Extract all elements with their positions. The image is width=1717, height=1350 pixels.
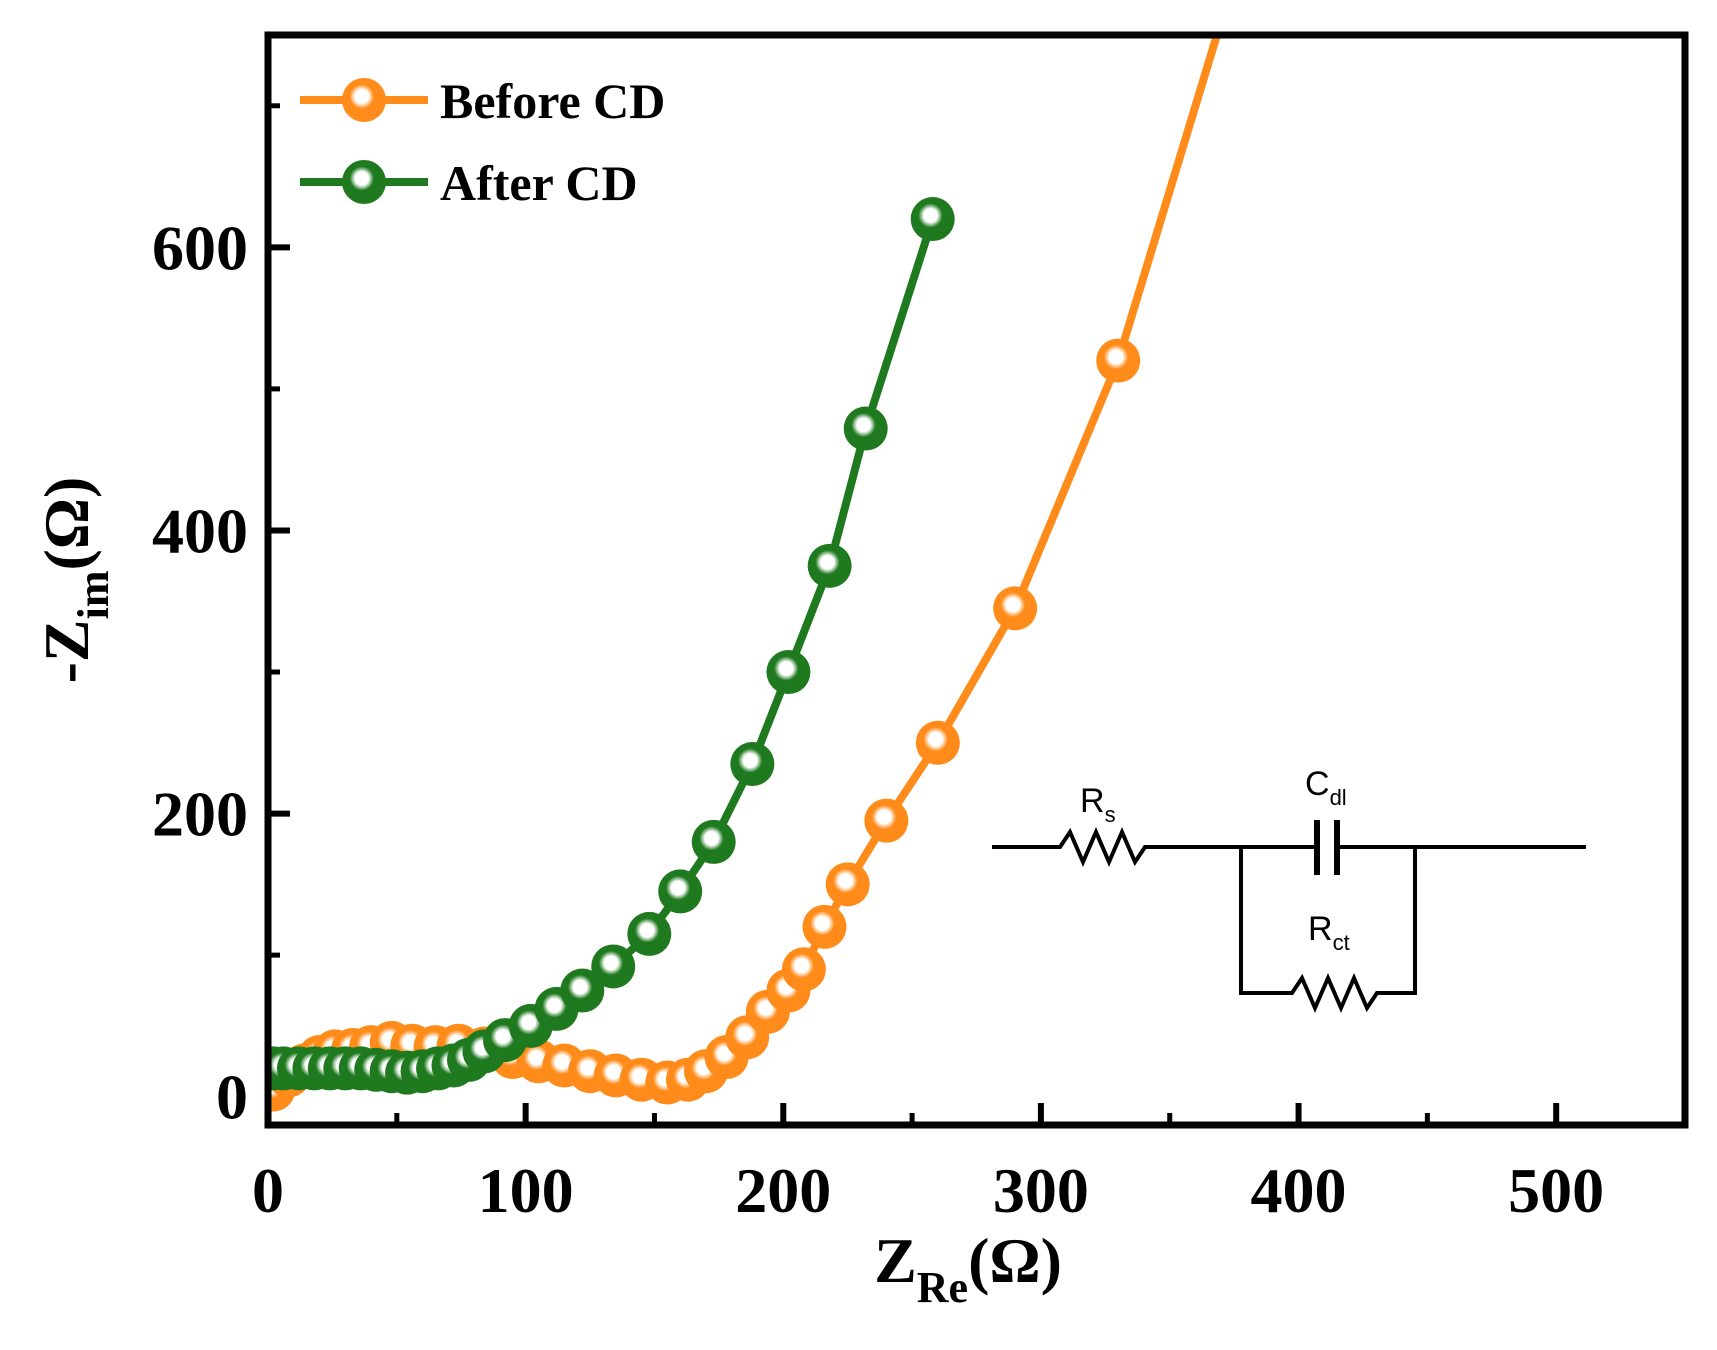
data-point: [627, 911, 672, 956]
y-axis-title-unit: (Ω): [31, 477, 102, 571]
x-tick-label: 300: [993, 1155, 1089, 1226]
circuit-label-cdl-sub: dl: [1330, 785, 1347, 810]
legend-label: After CD: [440, 155, 638, 211]
x-axis-title-unit: (Ω): [968, 1225, 1062, 1296]
legend-label: Before CD: [440, 73, 665, 129]
series-layer: [268, 35, 1222, 1112]
y-axis-title: -Zim(Ω): [31, 477, 118, 684]
data-point: [993, 586, 1038, 631]
data-point: [910, 197, 955, 242]
y-tick-label: 600: [152, 212, 248, 283]
data-point: [560, 968, 605, 1013]
legend-marker: [342, 78, 386, 122]
legend-marker: [342, 160, 386, 204]
equivalent-circuit-inset: [992, 820, 1586, 1014]
circuit-label-rs-sub: s: [1105, 802, 1116, 827]
x-tick-label: 0: [252, 1155, 284, 1226]
legend: Before CD After CD: [300, 73, 665, 211]
circuit-label-cdl: Cdl: [1305, 765, 1347, 810]
data-point: [766, 650, 811, 695]
data-point: [781, 947, 826, 992]
y-axis-title-sub: im: [69, 570, 118, 619]
circuit-label-rct-sub: ct: [1333, 930, 1350, 955]
data-point: [825, 862, 870, 907]
y-axis-title-main: -Z: [31, 619, 102, 683]
y-tick-label: 0: [216, 1062, 248, 1133]
data-point: [1096, 338, 1141, 383]
data-point: [691, 819, 736, 864]
x-axis-title-main: Z: [874, 1225, 917, 1296]
plot-frame: [264, 31, 1689, 1129]
circuit-label-rct-main: R: [1308, 910, 1333, 948]
ticks-layer: 0 100 200 300 400 500 0 200 400 600: [152, 103, 1604, 1226]
circuit-wire-left: [992, 826, 1241, 868]
circuit-label-rct: Rct: [1308, 910, 1350, 955]
circuit-label-rs: Rs: [1080, 782, 1116, 827]
circuit-label-cdl-main: C: [1305, 765, 1330, 803]
data-point: [807, 543, 852, 588]
circuit-label-rs-main: R: [1080, 782, 1105, 820]
x-axis-title-sub: Re: [917, 1263, 968, 1312]
y-tick-label: 200: [152, 779, 248, 850]
y-tick-label: 400: [152, 495, 248, 566]
data-point: [915, 720, 960, 765]
x-tick-label: 400: [1251, 1155, 1347, 1226]
x-tick-label: 100: [478, 1155, 574, 1226]
data-point: [730, 742, 775, 787]
data-point: [864, 798, 909, 843]
x-axis-title: ZRe(Ω): [874, 1225, 1062, 1312]
x-tick-label: 500: [1508, 1155, 1604, 1226]
data-point: [802, 904, 847, 949]
x-tick-label: 200: [735, 1155, 831, 1226]
data-point: [591, 944, 636, 989]
data-point: [843, 406, 888, 451]
circuit-branch-rct: [1239, 847, 1417, 1014]
data-point: [658, 869, 703, 914]
